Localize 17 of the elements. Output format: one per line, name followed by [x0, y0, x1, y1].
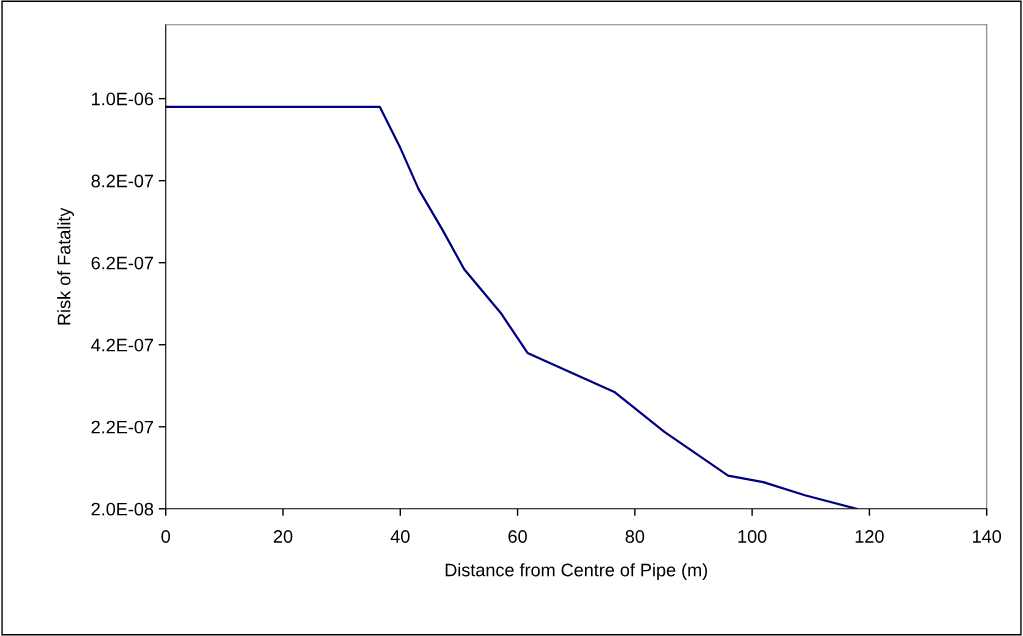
y-tick-label: 1.0E-06 — [92, 92, 154, 106]
y-tick-label: 2.2E-07 — [91, 420, 154, 434]
x-tick-label: 80 — [625, 530, 645, 543]
y-tick-label: 2.0E-08 — [91, 502, 154, 516]
y-tick-label: 6.2E-07 — [91, 256, 154, 270]
y-tick-label: 4.2E-07 — [91, 338, 154, 352]
x-tick-label: 120 — [855, 530, 884, 543]
x-axis-title: Distance from Centre of Pipe (m) — [445, 563, 708, 580]
x-tick-label: 0 — [161, 530, 171, 543]
x-tick-label: 140 — [973, 530, 1002, 543]
x-tick-label: 60 — [508, 530, 527, 543]
line-series — [165, 105, 858, 509]
y-tick-label: 8.2E-07 — [91, 174, 154, 188]
x-tick-label: 40 — [390, 530, 410, 543]
y-axis-title: Risk of Fatality — [57, 207, 75, 325]
x-tick-label: 100 — [738, 530, 767, 543]
x-tick-label: 20 — [273, 530, 293, 543]
